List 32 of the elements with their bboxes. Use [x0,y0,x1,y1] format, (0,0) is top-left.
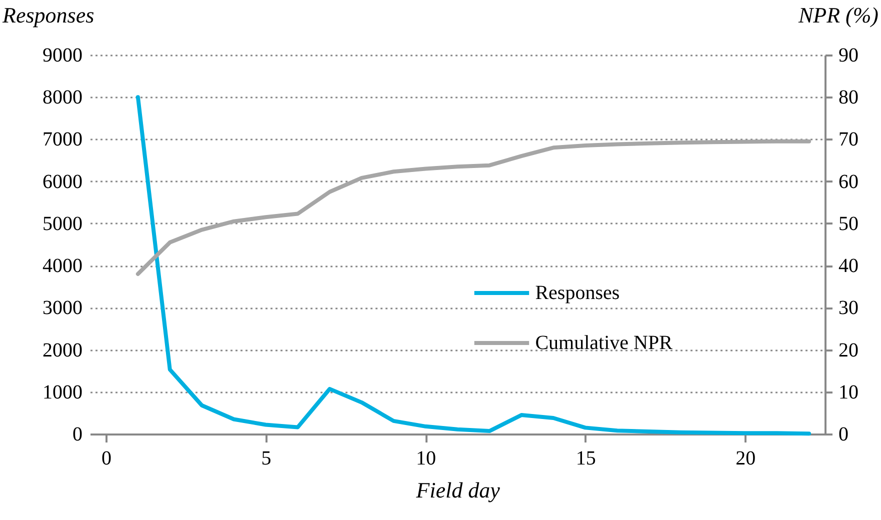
line-series [136,139,812,276]
y2-tick-label: 30 [838,297,858,320]
legend-label: Cumulative NPR [535,332,674,354]
y2-tick-label: 10 [838,381,858,404]
y-axis-title: Responses [2,2,94,28]
y2-tick-label: 50 [838,212,858,235]
y-tick-label: 8000 [42,86,82,109]
y2-axis-title: NPR (%) [797,2,878,28]
x-tick-label: 20 [736,448,756,470]
y2-tick-label: 20 [838,339,858,362]
x-tick-label: 5 [261,448,272,470]
x-tick-label: 15 [576,448,596,470]
y-tick-label: 7000 [42,128,82,151]
legend-label: Responses [535,282,620,304]
y-tick-label: 5000 [42,212,82,235]
y2-tick-label: 0 [838,424,848,446]
y-tick-label: 4000 [42,255,82,278]
y-tick-label: 0 [72,424,82,446]
y2-tick-label: 80 [838,86,858,109]
y-tick-label: 2000 [42,339,82,362]
line-series [136,95,812,436]
y2-tick-label: 70 [838,128,858,151]
x-axis-title: Field day [415,478,500,502]
y2-tick-label: 90 [838,44,858,66]
y-tick-label: 9000 [42,44,82,66]
y2-tick-label: 60 [838,170,858,193]
x-tick-label: 0 [101,448,112,470]
y2-tick-label: 40 [838,255,858,278]
y-tick-label: 3000 [42,297,82,320]
y-tick-label: 1000 [42,381,82,404]
x-tick-label: 10 [416,448,436,470]
y-tick-label: 6000 [42,170,82,193]
